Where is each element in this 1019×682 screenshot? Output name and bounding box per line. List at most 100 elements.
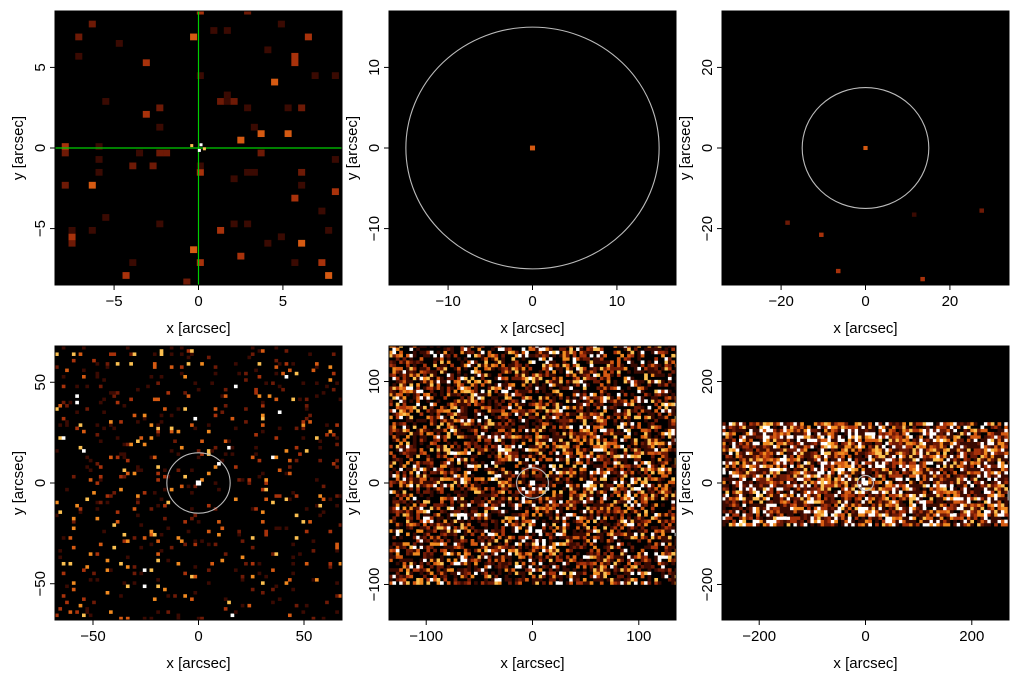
noise-pixel — [535, 577, 539, 582]
noise-pixel — [443, 415, 448, 420]
noise-pixel — [664, 467, 669, 472]
noise-pixel — [406, 451, 410, 455]
noise-pixel — [552, 412, 556, 416]
noise-pixel — [582, 513, 587, 517]
noise-pixel — [521, 474, 526, 478]
noise-pixel — [769, 448, 774, 452]
noise-pixel — [596, 448, 601, 452]
noise-pixel — [467, 561, 471, 566]
noise-pixel — [156, 149, 164, 157]
noise-pixel — [409, 500, 414, 504]
noise-pixel — [745, 516, 750, 520]
noise-pixel — [240, 478, 245, 482]
noise-pixel — [555, 477, 560, 481]
noise-pixel — [399, 467, 403, 472]
noise-pixel — [647, 464, 652, 468]
noise-pixel — [538, 422, 543, 426]
noise-pixel — [769, 457, 774, 462]
noise-pixel — [200, 452, 204, 456]
noise-pixel — [535, 496, 539, 501]
noise-pixel — [105, 362, 110, 366]
noise-pixel — [389, 444, 393, 449]
noise-pixel — [579, 558, 584, 563]
noise-pixel — [460, 386, 465, 390]
noise-pixel — [504, 470, 509, 475]
noise-pixel — [728, 509, 733, 514]
noise-pixel — [298, 452, 302, 456]
noise-pixel — [467, 346, 471, 348]
noise-pixel — [674, 555, 676, 559]
x-tick-label: −5 — [106, 293, 123, 310]
noise-pixel — [661, 493, 665, 498]
noise-pixel — [555, 574, 560, 579]
noise-pixel — [667, 457, 672, 462]
noise-pixel — [389, 490, 393, 494]
noise-pixel — [766, 496, 770, 501]
noise-pixel — [745, 425, 750, 430]
noise-pixel — [494, 405, 499, 410]
noise-pixel — [586, 412, 590, 416]
noise-pixel — [756, 441, 760, 446]
noise-pixel — [637, 555, 642, 559]
noise-pixel — [412, 425, 417, 429]
noise-pixel — [511, 409, 516, 413]
noise-pixel — [95, 481, 100, 485]
noise-pixel — [457, 376, 461, 381]
noise-pixel — [484, 464, 488, 468]
noise-pixel — [535, 402, 539, 407]
noise-pixel — [521, 357, 526, 361]
noise-pixel — [402, 383, 407, 387]
noise-pixel — [599, 509, 604, 514]
noise-pixel — [528, 438, 533, 442]
noise-pixel — [389, 386, 393, 390]
noise-pixel — [630, 409, 635, 413]
noise-pixel — [579, 493, 584, 498]
noise-pixel — [436, 431, 441, 436]
noise-pixel — [504, 545, 509, 550]
noise-pixel — [412, 535, 417, 540]
noise-pixel — [436, 366, 441, 371]
noise-pixel — [603, 418, 607, 423]
noise-pixel — [501, 383, 505, 387]
noise-pixel — [426, 500, 431, 504]
noise-pixel — [759, 464, 764, 468]
noise-pixel — [518, 418, 522, 423]
noise-pixel — [446, 581, 451, 585]
noise-pixel — [389, 373, 393, 377]
noise-pixel — [494, 470, 499, 475]
noise-pixel — [633, 519, 638, 524]
noise-pixel — [728, 431, 733, 436]
noise-pixel — [501, 500, 505, 504]
noise-pixel — [586, 346, 590, 348]
noise-pixel — [85, 607, 90, 611]
noise-pixel — [494, 376, 499, 381]
noise-pixel — [548, 513, 553, 517]
noise-pixel — [674, 422, 676, 426]
noise-pixel — [504, 496, 509, 501]
noise-pixel — [412, 552, 417, 556]
noise-pixel — [291, 587, 296, 592]
noise-pixel — [620, 519, 624, 524]
noise-pixel — [664, 561, 669, 566]
noise-pixel — [576, 376, 580, 381]
noise-pixel — [749, 487, 753, 491]
noise-pixel — [395, 574, 400, 579]
noise-pixel — [504, 483, 509, 488]
noise-pixel — [613, 366, 618, 371]
noise-pixel — [559, 535, 563, 540]
noise-pixel — [674, 577, 676, 582]
noise-pixel — [525, 461, 529, 465]
noise-pixel — [599, 415, 604, 420]
noise-pixel — [627, 490, 631, 494]
noise-pixel — [610, 487, 614, 491]
noise-pixel — [735, 428, 740, 433]
noise-pixel — [433, 561, 437, 566]
noise-pixel — [762, 464, 767, 468]
noise-pixel — [457, 448, 461, 452]
noise-pixel — [650, 350, 655, 355]
noise-pixel — [589, 513, 594, 517]
noise-pixel — [565, 350, 570, 355]
noise-pixel — [773, 428, 777, 433]
noise-pixel — [769, 461, 774, 465]
